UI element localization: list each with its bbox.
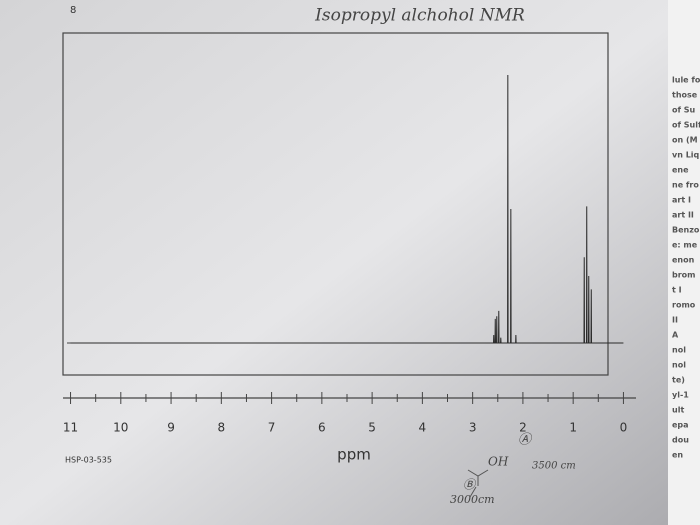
x-tick-label: 0: [620, 421, 628, 435]
x-tick-label: 1: [569, 421, 577, 435]
side-page-text: t I: [672, 286, 682, 295]
side-page-text: ene: [672, 166, 689, 175]
side-page-text: en: [672, 451, 683, 460]
side-page-text: yl-1: [672, 391, 689, 400]
side-page-text: of Sulf: [672, 121, 700, 130]
side-page-text: II: [672, 316, 678, 325]
x-tick-label: 8: [218, 421, 226, 435]
handwritten-note: 3500 cm: [532, 461, 576, 472]
side-page-text: on (M: [672, 136, 698, 145]
handwritten-note: OH: [488, 455, 509, 469]
side-page-text: enon: [672, 256, 695, 265]
side-page-text: art I: [672, 196, 691, 205]
chart-title: Isopropyl alchohol NMR: [314, 6, 525, 26]
x-tick-label: 6: [318, 421, 326, 435]
next-page: [668, 0, 700, 525]
side-page-text: brom: [672, 271, 696, 280]
handwritten-note: Ⓑ: [463, 478, 477, 492]
side-page-text: ult: [672, 406, 684, 415]
x-tick-label: 3: [469, 421, 477, 435]
side-page-text: Benzo: [672, 226, 700, 235]
x-tick-label: 4: [419, 421, 427, 435]
side-page-text: lule fo: [672, 76, 700, 85]
x-tick-label: 7: [268, 421, 276, 435]
handwritten-note: 3000cm: [450, 493, 495, 506]
x-tick-label: 5: [368, 421, 376, 435]
x-tick-label: 2: [519, 421, 527, 435]
side-page-text: nol: [672, 361, 686, 370]
side-page-text: vn Liq: [672, 151, 700, 160]
side-page-text: ne fro: [672, 181, 699, 190]
side-page-text: dou: [672, 436, 689, 445]
page-mark: 8: [70, 5, 76, 16]
side-page-text: te): [672, 376, 685, 385]
side-page-text: art II: [672, 211, 694, 220]
spectrum-line: [70, 74, 624, 344]
sheet-code: HSP-03-535: [65, 456, 112, 465]
side-page-text: e: me: [672, 241, 698, 250]
x-axis-label: ppm: [337, 446, 371, 464]
molecule-sketch: [467, 469, 489, 498]
side-page-text: epa: [672, 421, 689, 430]
x-tick-label: 11: [63, 421, 78, 435]
side-page-text: romo: [672, 301, 696, 310]
side-page-text: of Su: [672, 106, 696, 115]
side-page-text: A: [672, 331, 679, 340]
handwritten-note: Ⓐ: [518, 433, 533, 448]
side-page-text: those: [672, 91, 698, 100]
side-page-text: nol: [672, 346, 686, 355]
plot-frame: [62, 32, 609, 376]
x-tick-label: 10: [113, 421, 128, 435]
x-tick-label: 9: [167, 421, 175, 435]
